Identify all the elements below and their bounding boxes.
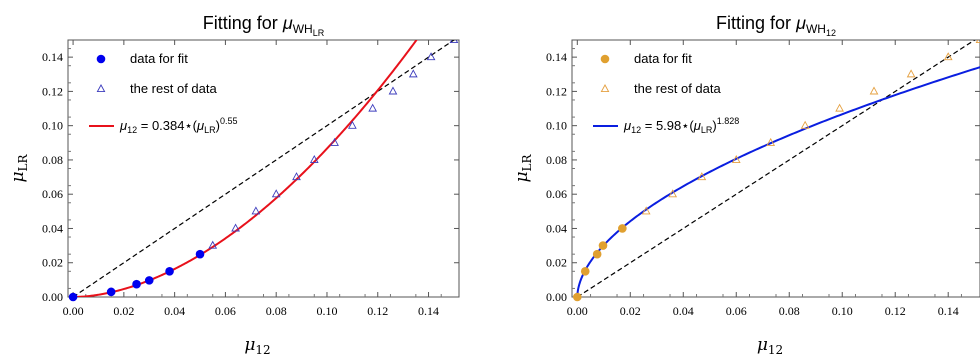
x-axis-label: μ12 xyxy=(757,335,783,357)
rest-data-point xyxy=(251,206,261,215)
y-axis-label: μLR xyxy=(512,154,534,183)
rest-data-point xyxy=(835,103,844,112)
legend-curve-label: μ12 = 5.98⋆(μLR)1.828 xyxy=(623,116,739,135)
rest-data-point xyxy=(731,154,741,163)
fit-data-point xyxy=(572,292,582,302)
x-tick-label: 0.12 xyxy=(885,304,906,318)
x-tick-label: 0.04 xyxy=(164,304,185,318)
chart-panel-right: 0.00 0.02 0.04 0.06 0.08 0.10 0.12 0.14 0.00 0.02… xyxy=(512,13,980,357)
x-tick-label: 0.10 xyxy=(832,304,853,318)
fit-data-point xyxy=(195,249,205,259)
rest-data-point xyxy=(697,172,707,181)
fit-data-point xyxy=(580,267,590,276)
rest-data-point xyxy=(766,137,776,146)
x-tick-label: 0.10 xyxy=(316,304,337,318)
rest-data-point xyxy=(348,120,357,129)
fit-data-point xyxy=(618,224,627,233)
y-tick-label: 0.00 xyxy=(546,290,567,304)
fit-curve-line xyxy=(73,40,418,297)
plot-area xyxy=(72,40,459,297)
rest-data-point xyxy=(330,137,339,146)
y-tick-label: 0.10 xyxy=(546,119,567,133)
y-tick-label: 0.12 xyxy=(42,84,63,98)
x-tick-label: 0.06 xyxy=(726,304,747,318)
legend-rest-label: the rest of data xyxy=(130,81,217,96)
reference-diagonal-line xyxy=(576,40,976,297)
rest-data-point xyxy=(426,52,436,61)
y-tick-label: 0.12 xyxy=(546,84,567,98)
y-tick-label: 0.04 xyxy=(42,221,63,235)
rest-data-point xyxy=(943,52,953,61)
y-tick-label: 0.06 xyxy=(42,187,63,201)
y-tick-label: 0.14 xyxy=(42,50,63,64)
x-tick-label: 0.00 xyxy=(567,304,588,318)
fit-data-point xyxy=(165,267,174,276)
rest-data-point xyxy=(668,189,678,198)
x-tick-label: 0.12 xyxy=(367,304,388,318)
x-tick-label: 0.04 xyxy=(673,304,694,318)
legend-fit-label: data for fit xyxy=(130,51,188,66)
rest-data-point xyxy=(449,40,459,44)
y-tick-label: 0.14 xyxy=(546,50,567,64)
y-tick-label: 0.04 xyxy=(546,221,567,235)
rest-data-point xyxy=(641,206,651,215)
legend-rest-marker xyxy=(96,84,106,93)
x-tick-label: 0.08 xyxy=(266,304,287,318)
fit-data-point xyxy=(106,287,116,297)
legend-curve-label: μ12 = 0.384⋆(μLR)0.55 xyxy=(119,116,237,135)
y-tick-label: 0.10 xyxy=(42,119,63,133)
legend-rest-marker xyxy=(600,84,610,93)
legend-rest-label: the rest of data xyxy=(634,81,721,96)
x-tick-label: 0.08 xyxy=(779,304,800,318)
chart-title: Fitting for μWH12 xyxy=(716,13,836,38)
x-tick-label: 0.02 xyxy=(113,304,134,318)
y-tick-label: 0.08 xyxy=(42,153,63,167)
x-axis-label: μ12 xyxy=(244,335,270,357)
y-tick-label: 0.08 xyxy=(546,153,567,167)
x-tick-label: 0.14 xyxy=(418,304,439,318)
rest-data-point xyxy=(271,189,281,198)
fit-curve-line xyxy=(576,66,980,297)
rest-data-point xyxy=(975,40,980,44)
rest-data-point xyxy=(208,240,218,249)
rest-data-point xyxy=(292,172,301,181)
fit-data-point xyxy=(144,276,154,285)
legend-fit-marker xyxy=(96,54,106,64)
fit-data-point xyxy=(132,279,141,289)
x-tick-label: 0.00 xyxy=(63,304,84,318)
y-tick-label: 0.06 xyxy=(546,187,567,201)
plot-area xyxy=(576,40,980,297)
fit-data-point xyxy=(68,292,78,302)
x-tick-label: 0.14 xyxy=(938,304,959,318)
chart-title: Fitting for μWHLR xyxy=(203,13,325,38)
reference-diagonal-line xyxy=(72,40,455,297)
rest-data-point xyxy=(231,223,240,232)
rest-data-point xyxy=(388,86,398,95)
x-tick-label: 0.02 xyxy=(620,304,641,318)
legend-fit-marker xyxy=(600,54,610,64)
chart-panel-left: 0.00 0.02 0.04 0.06 0.08 0.10 0.12 0.14 0.00 0.02… xyxy=(8,13,460,357)
rest-data-point xyxy=(906,69,916,78)
y-tick-label: 0.00 xyxy=(42,290,63,304)
rest-data-point xyxy=(408,69,418,78)
fit-data-point xyxy=(598,241,608,250)
rest-data-point xyxy=(869,86,879,95)
y-tick-label: 0.02 xyxy=(42,256,63,270)
rest-data-point xyxy=(309,154,319,163)
y-tick-label: 0.02 xyxy=(546,256,567,270)
y-axis-label: μLR xyxy=(8,154,30,183)
plot-frame xyxy=(67,39,460,298)
legend-fit-label: data for fit xyxy=(634,51,692,66)
fit-data-point xyxy=(592,249,602,259)
rest-data-point xyxy=(800,120,810,129)
x-tick-label: 0.06 xyxy=(215,304,236,318)
rest-data-point xyxy=(368,103,378,112)
